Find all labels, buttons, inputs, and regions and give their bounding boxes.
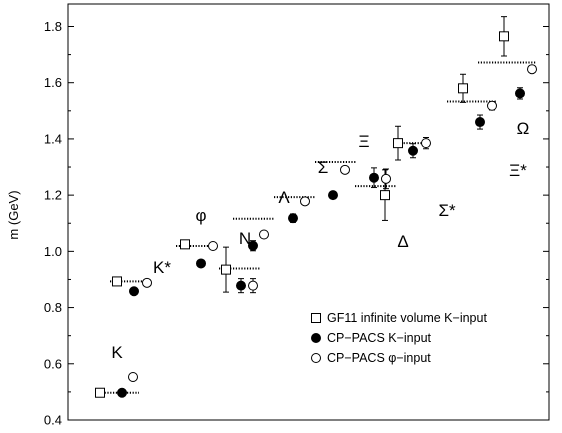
- data-points: [95, 31, 537, 398]
- hadron-label-omega: Ω: [517, 119, 530, 138]
- y-tick-label: 1.6: [44, 75, 62, 90]
- y-tick-label: 1.4: [44, 131, 62, 146]
- point-open-square-xi-star: [458, 83, 468, 94]
- point-open-square-omega: [499, 31, 509, 42]
- point-open-circle-sigma-star: [421, 138, 431, 149]
- point-filled-circle-omega: [515, 88, 525, 99]
- legend: GF11 infinite volume K−input CP−PACS K−in…: [311, 311, 487, 365]
- experimental-lines: [99, 61, 536, 394]
- hadron-labels: K K* φ N Λ Σ Ξ Δ Σ* Ξ* Ω: [111, 119, 529, 362]
- legend-marker-open-square: [311, 313, 321, 323]
- point-open-circle-xi-star: [487, 100, 497, 111]
- legend-entry: CP−PACS φ−input: [327, 351, 431, 365]
- point-filled-circle-phi: [196, 258, 206, 269]
- hadron-label-phi: φ: [195, 206, 206, 225]
- point-open-square-phi: [180, 239, 190, 250]
- point-open-circle-phi: [208, 241, 218, 252]
- point-filled-circle-delta: [369, 172, 379, 183]
- point-filled-circle-sigma: [288, 213, 298, 224]
- point-open-square-k-star: [112, 276, 122, 287]
- y-tick-label: 1.0: [44, 244, 62, 259]
- point-open-circle-n: [248, 280, 258, 291]
- hadron-label-xi: Ξ: [358, 132, 369, 151]
- point-open-circle-sigma: [300, 196, 310, 207]
- point-filled-circle-k-star: [129, 286, 139, 297]
- point-open-circle-delta: [381, 173, 391, 184]
- point-open-square-n: [221, 264, 231, 275]
- hadron-label-lambda: Λ: [278, 188, 290, 207]
- point-filled-circle-xi: [328, 190, 338, 201]
- y-tick-label: 1.2: [44, 188, 62, 203]
- hadron-label-delta: Δ: [397, 232, 408, 251]
- y-axis-ticks: 0.4 0.6 0.8 1.0 1.2 1.4 1.6 1.8: [44, 19, 549, 428]
- legend-marker-open-circle: [311, 353, 321, 363]
- legend-entry: GF11 infinite volume K−input: [327, 311, 487, 325]
- y-tick-label: 1.8: [44, 19, 62, 34]
- point-open-circle-xi: [340, 164, 350, 175]
- point-open-square-sigma-star: [393, 138, 403, 149]
- y-tick-label: 0.6: [44, 356, 62, 371]
- point-filled-circle-n: [236, 280, 246, 291]
- point-open-circle-k: [128, 371, 138, 382]
- point-open-circle-lambda: [259, 229, 269, 240]
- point-open-circle-omega: [527, 64, 537, 75]
- hadron-label-xi-star: Ξ*: [509, 161, 527, 180]
- legend-entry: CP−PACS K−input: [327, 331, 432, 345]
- point-open-square-k: [95, 387, 105, 398]
- hadron-label-k: K: [111, 343, 123, 362]
- y-tick-label: 0.8: [44, 300, 62, 315]
- point-filled-circle-sigma-star: [408, 145, 418, 156]
- hadron-label-sigma: Σ: [318, 158, 329, 177]
- point-filled-circle-k: [117, 387, 127, 398]
- hadron-label-n: N: [239, 229, 251, 248]
- hadron-label-k-star: K*: [153, 258, 171, 277]
- plot-frame: [67, 3, 550, 421]
- point-open-circle-k-star: [142, 277, 152, 288]
- error-bars: [114, 16, 535, 294]
- hadron-label-sigma-star: Σ*: [438, 201, 456, 220]
- point-open-square-delta: [380, 190, 390, 201]
- legend-marker-filled-circle: [311, 333, 321, 343]
- y-tick-label: 0.4: [44, 413, 62, 428]
- point-filled-circle-xi-star: [475, 117, 485, 128]
- y-axis-title: m (GeV): [6, 190, 21, 239]
- point-filled-circle-lambda: [248, 240, 258, 251]
